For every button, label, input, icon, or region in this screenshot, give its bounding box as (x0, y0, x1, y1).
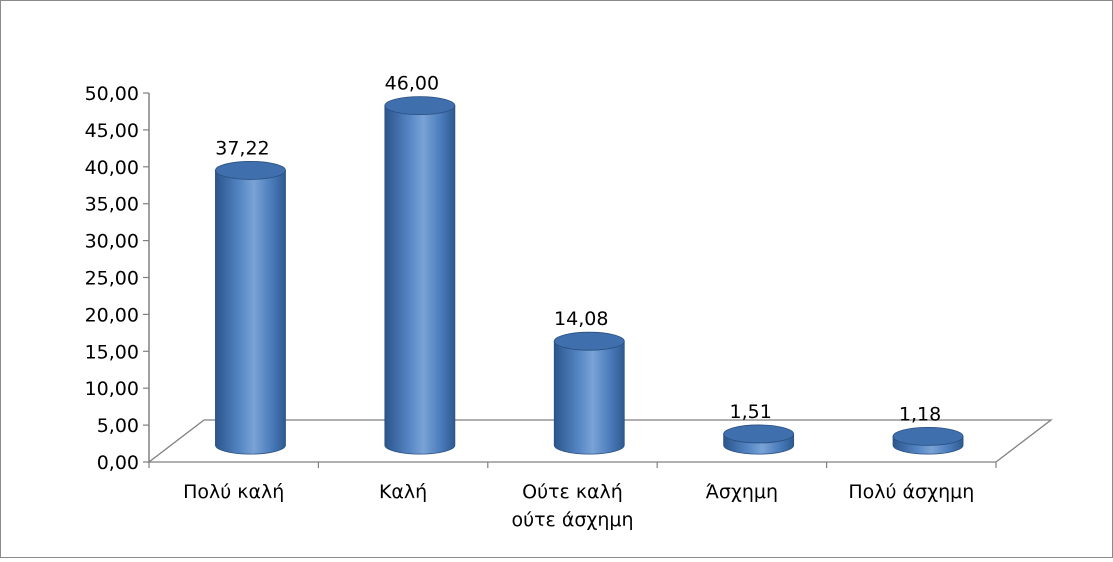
y-tick-label: 50,00 (85, 83, 139, 105)
bar-top-cap (384, 96, 456, 116)
bar-5 (892, 426, 964, 455)
bar-top-cap (553, 331, 625, 351)
category-label: ούτε άσχημη (511, 509, 633, 531)
category-label: Καλή (379, 481, 427, 503)
data-label: 46,00 (385, 73, 439, 95)
y-tick-label: 30,00 (85, 231, 139, 253)
y-tick-label: 45,00 (85, 120, 139, 142)
data-label: 14,08 (554, 308, 608, 330)
labels-layer: 37,22 Πολύ καλή 46,00 Καλή 14,08 Ούτε καλή ούτ… (183, 73, 974, 531)
y-tick-label: 35,00 (85, 194, 139, 216)
data-label: 1,18 (899, 403, 941, 425)
y-tick-label: 25,00 (85, 268, 139, 290)
y-tick-label: 5,00 (97, 415, 139, 437)
bar-body (553, 340, 625, 455)
axis-layer: 0,00 5,00 10,00 15,00 20,00 25,00 30,00 35,00 40… (85, 83, 1053, 474)
y-tick-label: 20,00 (85, 304, 139, 326)
floor-plane (147, 419, 1053, 463)
bar-top-cap (892, 426, 964, 446)
bar-4 (723, 424, 795, 455)
y-tick-label: 10,00 (85, 378, 139, 400)
y-tick-label: 40,00 (85, 157, 139, 179)
category-label: Ούτε καλή (522, 481, 623, 503)
category-label: Πολύ καλή (183, 481, 284, 503)
y-tick-label: 15,00 (85, 341, 139, 363)
bar-1 (215, 161, 286, 455)
category-label: Πολύ άσχημη (848, 481, 974, 503)
data-label: 37,22 (215, 137, 269, 159)
bars-layer (215, 96, 964, 455)
y-tick-label: 0,00 (97, 452, 139, 474)
bar-body (384, 105, 456, 455)
bar-3 (553, 331, 625, 455)
bar-top-cap (215, 161, 286, 180)
bar-top-cap (723, 424, 795, 444)
bar-body (215, 170, 286, 455)
category-label: Άσχημη (706, 481, 778, 503)
bar-2 (384, 96, 456, 455)
data-label: 1,51 (729, 401, 771, 423)
